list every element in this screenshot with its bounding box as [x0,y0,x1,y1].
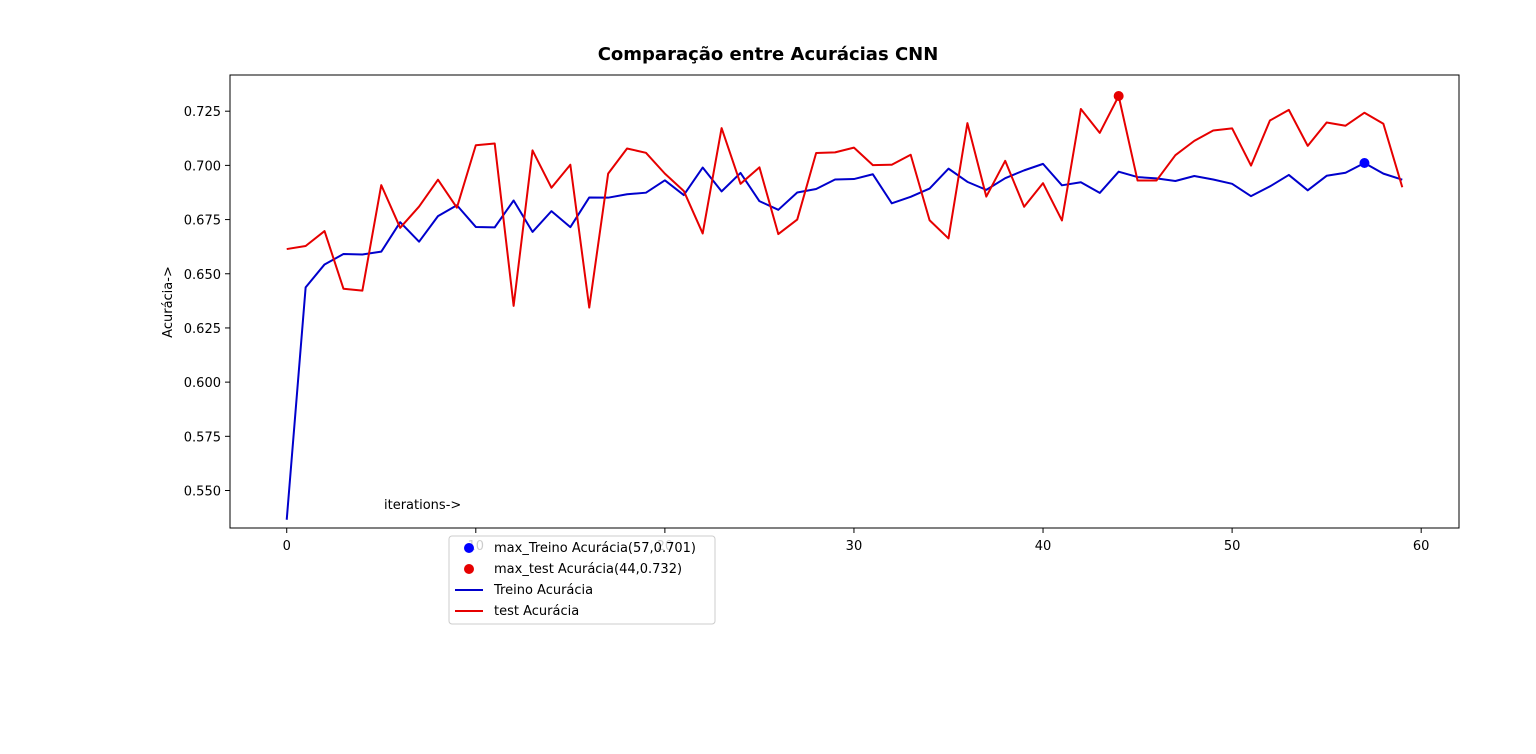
legend-label-max-test: max_test Acurácia(44,0.732) [494,562,682,577]
legend-marker-max-treino [464,543,474,553]
plot-frame [229,74,1460,529]
legend-marker-max-test [464,564,474,574]
y-tick-label: 0.625 [184,322,221,337]
x-tick-label: 0 [283,539,291,554]
legend-label-treino: Treino Acurácia [493,583,593,598]
series-layer [285,95,1404,520]
legend-box [448,535,716,625]
legend-label-max-treino: max_Treino Acurácia(57,0.701) [494,541,696,556]
y-tick-label: 0.700 [184,159,221,174]
max-test-point [1113,91,1124,102]
y-tick-label: 0.600 [184,376,221,391]
series-line-treino [285,162,1403,520]
chart-title: Comparação entre Acurácias CNN [598,44,939,65]
x-tick-label: 50 [1224,539,1241,554]
marker-layer [1113,91,1370,168]
y-tick-label: 0.575 [184,430,221,445]
legend-label-test: test Acurácia [494,604,579,619]
x-axis-label: iterations-> [384,498,461,513]
legend: max_Treino Acurácia(57,0.701) max_test A… [448,535,716,625]
max-treino-point [1359,157,1370,168]
x-tick-label: 40 [1035,539,1052,554]
y-tick-label: 0.725 [184,105,221,120]
x-tick-label: 60 [1413,539,1430,554]
plot-area [229,74,1460,529]
y-tick-label: 0.550 [184,485,221,500]
y-tick-label: 0.650 [184,268,221,283]
series-line-test [286,95,1404,309]
x-tick-label: 30 [846,539,863,554]
y-axis-ticks: 0.550 0.575 0.600 0.625 0.650 0.675 0.700 0.725 [184,105,230,500]
y-axis-label: Acurácia-> [161,266,176,338]
y-tick-label: 0.675 [184,214,221,229]
